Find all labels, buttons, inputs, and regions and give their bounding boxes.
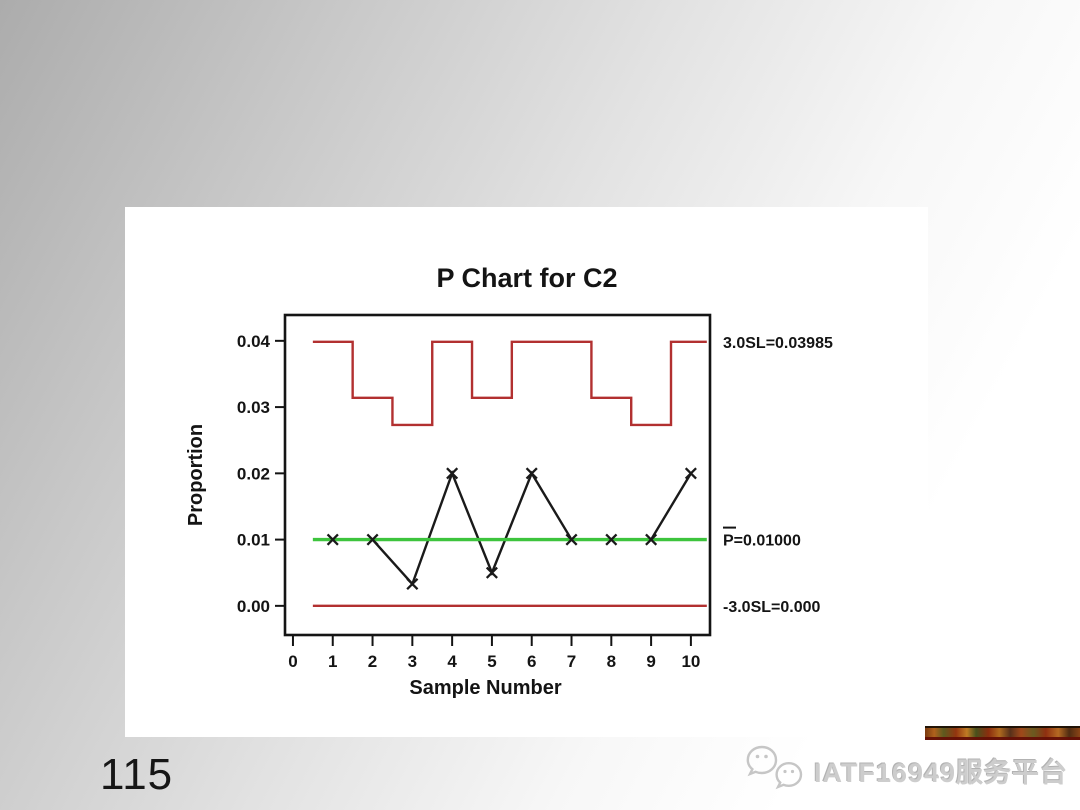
svg-text:0.03: 0.03 bbox=[237, 398, 270, 417]
plot-frame bbox=[283, 313, 712, 637]
svg-text:8: 8 bbox=[607, 652, 616, 671]
svg-text:5: 5 bbox=[487, 652, 496, 671]
svg-text:0.00: 0.00 bbox=[237, 597, 270, 616]
x-axis: 0 1 2 3 4 5 6 7 8 9 10 bbox=[288, 635, 700, 671]
watermark: IATF16949服务平台 bbox=[746, 740, 1068, 800]
center-label: P=0.01000 bbox=[723, 533, 801, 550]
svg-text:7: 7 bbox=[567, 652, 576, 671]
svg-text:10: 10 bbox=[681, 652, 700, 671]
y-axis: 0.00 0.01 0.02 0.03 0.04 bbox=[237, 332, 285, 616]
data-markers bbox=[326, 467, 697, 590]
ucl-label: 3.0SL=0.03985 bbox=[723, 335, 833, 352]
svg-text:1: 1 bbox=[328, 652, 337, 671]
limit-labels: 3.0SL=0.03985 P=0.01000 -3.0SL=0.000 bbox=[723, 335, 833, 616]
y-axis-title: Proportion bbox=[185, 424, 207, 526]
svg-text:0.04: 0.04 bbox=[237, 332, 271, 351]
svg-text:0.02: 0.02 bbox=[237, 464, 270, 483]
page-number: 115 bbox=[100, 750, 174, 799]
chart-panel: P Chart for C2 Proportion Sample Number 0.0… bbox=[125, 207, 928, 737]
data-series-line bbox=[332, 469, 692, 587]
svg-text:2: 2 bbox=[368, 652, 377, 671]
x-axis-title: Sample Number bbox=[409, 677, 561, 699]
svg-text:9: 9 bbox=[646, 652, 655, 671]
svg-text:3: 3 bbox=[408, 652, 417, 671]
svg-text:0.01: 0.01 bbox=[237, 531, 270, 550]
chart-title: P Chart for C2 bbox=[436, 263, 617, 293]
svg-text:0: 0 bbox=[288, 652, 297, 671]
watermark-text: IATF16949服务平台 bbox=[814, 757, 1069, 788]
p-chart: P Chart for C2 Proportion Sample Number 0.0… bbox=[185, 263, 833, 699]
svg-text:4: 4 bbox=[447, 652, 457, 671]
lcl-label: -3.0SL=0.000 bbox=[723, 599, 821, 616]
ucl-line bbox=[312, 340, 707, 427]
wechat-icon bbox=[746, 745, 803, 790]
svg-text:6: 6 bbox=[527, 652, 536, 671]
decor-strip bbox=[925, 726, 1080, 740]
